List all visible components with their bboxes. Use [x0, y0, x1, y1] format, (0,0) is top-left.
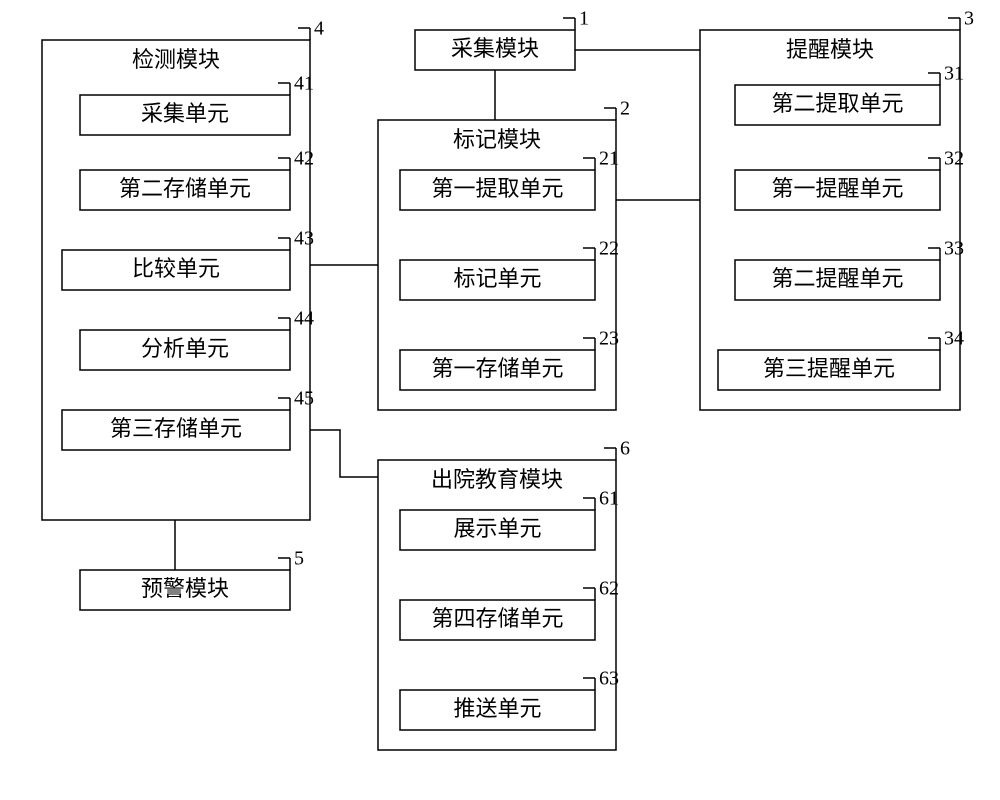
node-label: 标记单元: [453, 266, 541, 291]
node-number: 43: [294, 228, 314, 250]
node-label: 推送单元: [453, 696, 541, 721]
node-label: 第一存储单元: [431, 356, 563, 381]
node-number: 3: [964, 8, 974, 30]
node-label: 标记模块: [453, 127, 541, 152]
node-label: 第二存储单元: [119, 176, 251, 201]
node-number: 61: [599, 488, 619, 510]
node-number: 23: [599, 328, 619, 350]
node-number: 31: [944, 63, 964, 85]
node-number: 5: [294, 548, 304, 570]
node-number: 42: [294, 148, 314, 170]
node-label: 采集模块: [451, 36, 539, 61]
node-number: 6: [620, 438, 630, 460]
node-number: 45: [294, 388, 314, 410]
diagram-canvas: 采集模块 1 检测模块 4 采集单元 41 第二存储单元 42 比较单元 43 分析单元 44 第三存储…: [0, 0, 1000, 800]
node-label: 分析单元: [141, 336, 229, 361]
node-m5: 预警模块 5: [80, 548, 304, 610]
node-number: 1: [579, 8, 589, 30]
node-number: 21: [599, 148, 619, 170]
node-number: 34: [944, 328, 964, 350]
node-label: 第二提取单元: [771, 91, 903, 116]
node-number: 33: [944, 238, 964, 260]
node-number: 4: [314, 18, 324, 40]
node-label: 第四存储单元: [431, 606, 563, 631]
node-label: 检测模块: [132, 47, 220, 72]
node-number: 32: [944, 148, 964, 170]
node-number: 41: [294, 73, 314, 95]
node-number: 63: [599, 668, 619, 690]
node-m1: 采集模块 1: [415, 8, 589, 70]
node-label: 展示单元: [453, 516, 541, 541]
node-label: 第三提醒单元: [763, 356, 895, 381]
node-label: 第二提醒单元: [771, 266, 903, 291]
node-label: 第一提取单元: [431, 176, 563, 201]
node-label: 比较单元: [132, 256, 220, 281]
nodes-layer: 采集模块 1 检测模块 4 采集单元 41 第二存储单元 42 比较单元 43 分析单元 44 第三存储…: [42, 8, 974, 750]
node-number: 22: [599, 238, 619, 260]
node-label: 预警模块: [141, 576, 229, 601]
node-label: 采集单元: [141, 101, 229, 126]
node-number: 2: [620, 98, 630, 120]
node-number: 44: [294, 308, 314, 330]
node-label: 第一提醒单元: [771, 176, 903, 201]
node-label: 提醒模块: [786, 37, 874, 62]
node-label: 第三存储单元: [110, 416, 242, 441]
node-number: 62: [599, 578, 619, 600]
node-label: 出院教育模块: [431, 467, 563, 492]
